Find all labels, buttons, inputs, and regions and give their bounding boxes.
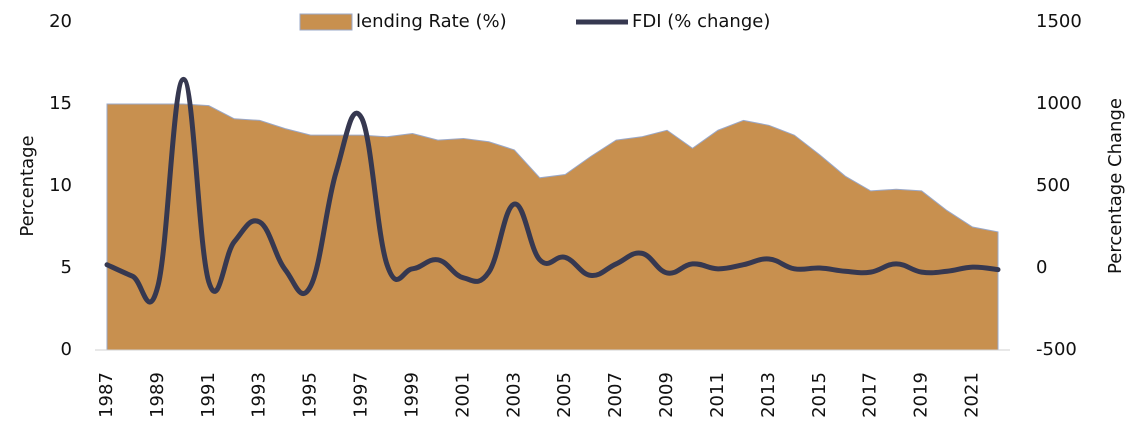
x-tick-label: 2001 (452, 372, 473, 418)
x-tick-label: 2017 (860, 372, 881, 418)
x-tick-label: 2007 (605, 372, 626, 418)
legend-swatch (299, 13, 353, 31)
x-tick-label: 1991 (198, 372, 219, 418)
y2-tick-label: 500 (1036, 175, 1070, 196)
y2-tick-label: 1500 (1036, 11, 1082, 32)
y-tick-label: 0 (61, 339, 72, 360)
x-tick-label: 1995 (300, 372, 321, 418)
y-tick-label: 20 (49, 11, 72, 32)
x-tick-label: 1987 (96, 372, 117, 418)
x-tick-label: 2021 (962, 372, 983, 418)
x-tick-label: 1999 (401, 372, 422, 418)
y-axis-label: Percentage (17, 135, 38, 236)
x-tick-label: 1993 (249, 372, 270, 418)
y2-tick-label: 1000 (1036, 93, 1082, 114)
y2-tick-label: 0 (1036, 257, 1047, 278)
line (104, 76, 1001, 305)
y-tick-label: 5 (61, 257, 72, 278)
x-tick-label: 2003 (503, 372, 524, 418)
x-tick-label: 2009 (656, 372, 677, 418)
x-tick-label: 2013 (758, 372, 779, 418)
legend-label: lending Rate (%) (356, 11, 507, 32)
y2-axis-label: Percentage Change (1105, 98, 1126, 274)
x-tick-label: 2005 (554, 372, 575, 418)
legend-label: FDI (% change) (632, 11, 770, 32)
area (106, 103, 999, 351)
y-tick-label: 15 (49, 93, 72, 114)
x-tick-label: 1989 (147, 372, 168, 418)
x-tick-label: 2019 (911, 372, 932, 418)
x-tick-label: 2015 (809, 372, 830, 418)
y2-tick-label: -500 (1036, 339, 1077, 360)
x-tick-label: 1997 (351, 372, 372, 418)
y-tick-label: 10 (49, 175, 72, 196)
x-tick-label: 2011 (707, 372, 728, 418)
